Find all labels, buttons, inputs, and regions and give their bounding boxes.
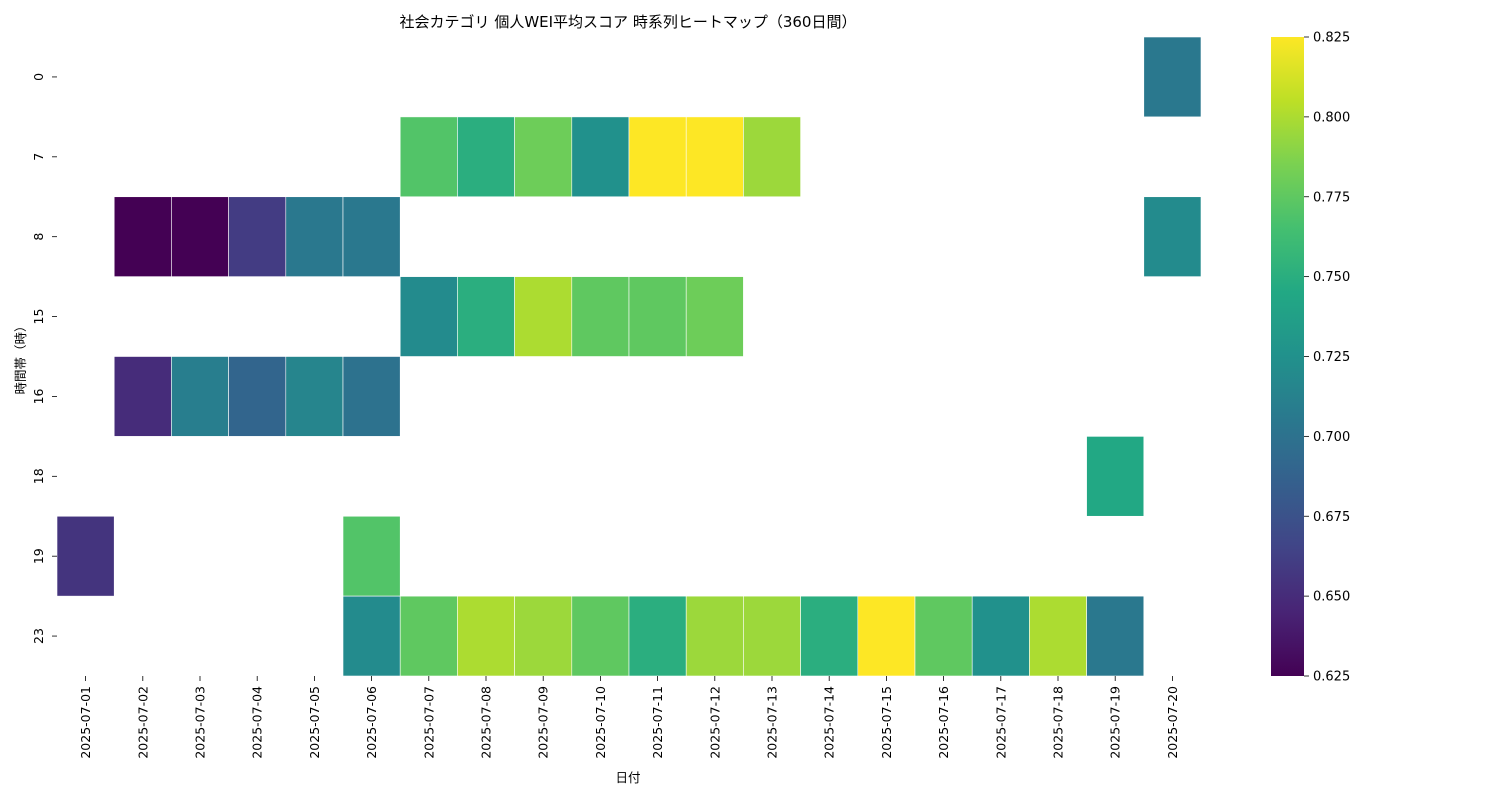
colorbar-tick-label: 0.825 — [1313, 31, 1350, 46]
colorbar-tick-label: 0.800 — [1313, 110, 1350, 125]
heatmap-cell — [1086, 436, 1145, 517]
heatmap-cell — [800, 595, 859, 677]
colorbar — [1271, 37, 1304, 676]
heatmap-cell — [113, 196, 172, 277]
x-tick-label: 2025-07-17 — [993, 686, 1008, 759]
colorbar-tick-label: 0.775 — [1313, 190, 1350, 205]
heatmap-cell — [113, 356, 172, 437]
colorbar-tick-label: 0.700 — [1313, 430, 1350, 445]
x-tick-label: 2025-07-01 — [78, 686, 93, 759]
heatmap-cell — [457, 116, 515, 198]
x-tick-label: 2025-07-08 — [479, 686, 494, 759]
y-tick-label: 19 — [31, 548, 46, 564]
y-tick-label: 16 — [31, 388, 46, 404]
x-tick-label: 2025-07-12 — [707, 686, 722, 759]
x-tick-label: 2025-07-14 — [822, 686, 837, 759]
heatmap-cell — [342, 196, 401, 277]
heatmap-cell — [743, 595, 801, 677]
y-tick-label: 0 — [31, 73, 46, 81]
heatmap-cell — [342, 515, 401, 597]
heatmap-cell — [628, 116, 687, 198]
heatmap-cell — [399, 595, 458, 677]
x-tick-label: 2025-07-20 — [1165, 686, 1180, 759]
heatmap-cell — [171, 196, 229, 277]
heatmap-cells — [56, 36, 1202, 677]
heatmap-cell — [685, 116, 744, 198]
x-tick-label: 2025-07-18 — [1051, 686, 1066, 759]
heatmap-cell — [285, 356, 344, 437]
x-axis-ticks: 2025-07-01 2025-07-02 2025-07-03 2025-07-04… — [78, 676, 1180, 759]
heatmap-cell — [1086, 595, 1145, 677]
heatmap-cell — [514, 276, 573, 357]
heatmap-cell — [457, 595, 515, 677]
colorbar-tick-label: 0.650 — [1313, 590, 1350, 605]
x-tick-label: 2025-07-09 — [536, 686, 551, 759]
y-axis-ticks: 0 7 8 15 16 18 19 23 — [31, 73, 57, 644]
heatmap-cell — [399, 276, 458, 357]
heatmap-cell — [514, 595, 573, 677]
x-tick-label: 2025-07-06 — [364, 686, 379, 759]
y-axis-label: 時間帯（時） — [13, 319, 28, 394]
heatmap-cell — [285, 196, 344, 277]
heatmap-cell — [1029, 595, 1087, 677]
colorbar-tick-label: 0.725 — [1313, 350, 1350, 365]
heatmap-cell — [171, 356, 229, 437]
heatmap-cell — [457, 276, 515, 357]
heatmap-cell — [743, 116, 801, 198]
heatmap-cell — [1143, 36, 1202, 118]
chart-title: 社会カテゴリ 個人WEI平均スコア 時系列ヒートマップ（360日間） — [400, 13, 857, 31]
x-tick-label: 2025-07-04 — [250, 686, 265, 759]
x-tick-label: 2025-07-07 — [421, 686, 436, 759]
y-tick-label: 8 — [31, 233, 46, 241]
heatmap-cell — [228, 356, 287, 437]
heatmap-cell — [685, 276, 744, 357]
colorbar-tick-label: 0.675 — [1313, 510, 1350, 525]
x-tick-label: 2025-07-10 — [593, 686, 608, 759]
heatmap-cell — [685, 595, 744, 677]
x-tick-label: 2025-07-03 — [193, 686, 208, 759]
x-tick-label: 2025-07-02 — [135, 686, 150, 759]
heatmap-cell — [228, 196, 287, 277]
y-tick-label: 15 — [31, 309, 46, 325]
x-tick-label: 2025-07-05 — [307, 686, 322, 759]
y-tick-label: 7 — [31, 153, 46, 161]
x-axis-label: 日付 — [615, 770, 640, 785]
heatmap-cell — [342, 356, 401, 437]
heatmap-cell — [56, 515, 115, 597]
x-tick-label: 2025-07-11 — [650, 686, 665, 759]
heatmap-cell — [914, 595, 973, 677]
heatmap-cell — [628, 595, 687, 677]
heatmap-cell — [399, 116, 458, 198]
heatmap-cell — [857, 595, 916, 677]
heatmap-cell — [571, 116, 630, 198]
heatmap-cell — [1143, 196, 1202, 277]
heatmap-cell — [971, 595, 1030, 677]
colorbar-ticks: 0.625 0.650 0.675 0.700 0.725 0.750 0.775 0.800… — [1304, 31, 1350, 685]
y-tick-label: 23 — [31, 628, 46, 644]
colorbar-tick-label: 0.625 — [1313, 670, 1350, 685]
x-tick-label: 2025-07-19 — [1108, 686, 1123, 759]
x-tick-label: 2025-07-15 — [879, 686, 894, 759]
x-tick-label: 2025-07-13 — [765, 686, 780, 759]
colorbar-tick-label: 0.750 — [1313, 270, 1350, 285]
x-tick-label: 2025-07-16 — [936, 686, 951, 759]
heatmap-cell — [571, 595, 630, 677]
heatmap-cell — [514, 116, 573, 198]
y-tick-label: 18 — [31, 468, 46, 484]
heatmap-cell — [571, 276, 630, 357]
heatmap-cell — [342, 595, 401, 677]
heatmap-cell — [628, 276, 687, 357]
